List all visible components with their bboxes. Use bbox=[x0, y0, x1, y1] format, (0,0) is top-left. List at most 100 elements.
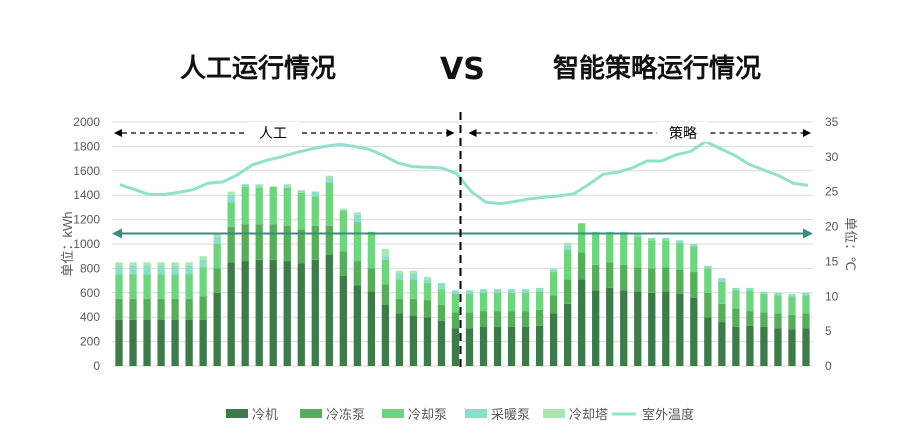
bar-segment-heating_pump bbox=[564, 245, 572, 251]
bar-segment-cw_pump bbox=[157, 274, 165, 299]
bar-segment-chw_pump bbox=[367, 268, 376, 292]
legend-swatch-chiller bbox=[226, 409, 248, 418]
bar-segment-chiller bbox=[521, 326, 530, 366]
bar-segment-chw_pump bbox=[339, 251, 347, 276]
bar-segment-chiller bbox=[353, 285, 361, 366]
bar-segment-cw_pump bbox=[297, 192, 305, 230]
bar-segment-chw_pump bbox=[493, 311, 502, 327]
bar-segment-chiller bbox=[760, 326, 768, 366]
bar-segment-chw_pump bbox=[774, 313, 782, 329]
bar-segment-heating_pump bbox=[802, 292, 810, 296]
bar-segment-chiller bbox=[648, 292, 656, 366]
bar-segment-chw_pump bbox=[227, 226, 235, 263]
bar-segment-cw_pump bbox=[437, 289, 446, 305]
bar-segment-heating_pump bbox=[395, 273, 404, 280]
bar-segment-chiller bbox=[788, 329, 796, 366]
bar-segment-heating_pump bbox=[732, 287, 740, 291]
bar-segment-heating_pump bbox=[129, 265, 137, 275]
bar-segment-cw_pump bbox=[381, 259, 390, 285]
bar-segment-chiller bbox=[465, 328, 474, 366]
manual-span-label: 人工 bbox=[259, 125, 287, 141]
bar-segment-chw_pump bbox=[760, 312, 768, 327]
bar-segment-cw_pump bbox=[255, 187, 263, 225]
bar-segment-cw_pump bbox=[213, 244, 221, 269]
strategy-span-label: 策略 bbox=[669, 125, 697, 141]
strategy-operation-title: 智能策略运行情况 bbox=[553, 54, 762, 84]
bar-segment-chw_pump bbox=[409, 298, 418, 316]
legend-swatch-chw_pump bbox=[300, 409, 322, 418]
bar-segment-chiller bbox=[171, 319, 179, 366]
bar-segment-chiller bbox=[732, 326, 740, 366]
bar-segment-cooling_tower bbox=[171, 262, 179, 266]
bar-segment-heating_pump bbox=[381, 256, 390, 260]
bar-segment-cw_pump bbox=[311, 196, 319, 226]
bar-segment-chiller bbox=[479, 326, 488, 366]
y-tick-label: 0 bbox=[93, 359, 100, 373]
bar-segment-chw_pump bbox=[143, 298, 151, 320]
y2-tick-label: 0 bbox=[825, 359, 832, 373]
bar-segment-chiller bbox=[746, 325, 754, 366]
bar-segment-heating_pump bbox=[143, 265, 151, 275]
bar-segment-heating_pump bbox=[311, 191, 319, 197]
bar-segment-cw_pump bbox=[199, 267, 207, 297]
y-tick-label: 1600 bbox=[73, 164, 100, 178]
bar-segment-chw_pump bbox=[269, 224, 277, 260]
y-tick-label: 600 bbox=[80, 286, 100, 300]
bar-segment-cw_pump bbox=[451, 294, 460, 313]
bar-segment-cooling_tower bbox=[325, 175, 333, 179]
bar-segment-chw_pump bbox=[620, 264, 628, 291]
bar-segment-heating_pump bbox=[115, 265, 123, 275]
bar-segment-chiller bbox=[339, 275, 347, 366]
bar-segment-cw_pump bbox=[353, 222, 361, 262]
bar-segment-heating_pump bbox=[437, 283, 446, 290]
reference-arrow-right bbox=[803, 228, 813, 239]
bar-segment-cw_pump bbox=[283, 187, 291, 226]
y2-tick-label: 35 bbox=[825, 115, 839, 129]
bar-segment-cw_pump bbox=[241, 186, 249, 225]
legend-label-cw_pump: 冷却泵 bbox=[408, 407, 447, 422]
bar-segment-chw_pump bbox=[451, 312, 460, 329]
bar-segment-heating_pump bbox=[774, 292, 782, 296]
bar-segment-chw_pump bbox=[199, 296, 207, 320]
bar-segment-chiller bbox=[185, 319, 193, 366]
y-tick-label: 1800 bbox=[73, 139, 100, 153]
bar-segment-heating_pump bbox=[704, 265, 712, 269]
y2-tick-label: 30 bbox=[825, 150, 839, 164]
bar-segment-chw_pump bbox=[676, 269, 684, 295]
y2-tick-label: 25 bbox=[825, 185, 839, 199]
bar-segment-chiller bbox=[802, 328, 810, 366]
bar-segment-chw_pump bbox=[241, 224, 249, 262]
bar-segment-chiller bbox=[507, 326, 516, 366]
bar-segment-cooling_tower bbox=[157, 262, 165, 266]
versus-label: VS bbox=[440, 52, 485, 87]
bar-segment-chw_pump bbox=[662, 267, 670, 292]
bar-segment-heating_pump bbox=[634, 234, 642, 237]
bar-segment-chiller bbox=[227, 262, 235, 366]
bar-segment-cw_pump bbox=[648, 240, 656, 269]
bar-segment-cw_pump bbox=[143, 274, 151, 299]
bar-segment-chw_pump bbox=[535, 309, 544, 326]
manual-span-arrow-right bbox=[446, 129, 455, 137]
outdoor-temperature-line bbox=[119, 140, 809, 206]
bar-segment-chiller bbox=[549, 313, 558, 366]
manual-operation-title: 人工运行情况 bbox=[180, 54, 337, 84]
bar-segment-heating_pump bbox=[493, 289, 502, 293]
bar-segment-cooling_tower bbox=[549, 268, 558, 270]
bar-segment-chiller bbox=[578, 279, 586, 366]
bar-segment-cw_pump bbox=[732, 290, 740, 309]
bar-segment-cw_pump bbox=[507, 292, 516, 312]
bar-segment-heating_pump bbox=[353, 214, 361, 223]
bar-segment-chw_pump bbox=[185, 298, 193, 320]
y-tick-label: 1000 bbox=[73, 237, 100, 251]
bar-segment-cw_pump bbox=[634, 236, 642, 268]
bar-segment-heating_pump bbox=[479, 289, 488, 293]
bar-segment-chiller bbox=[297, 263, 305, 366]
bar-segment-chw_pump bbox=[718, 303, 726, 323]
bar-segment-heating_pump bbox=[339, 209, 347, 212]
bar-segment-cw_pump bbox=[171, 274, 179, 299]
bar-segment-heating_pump bbox=[213, 236, 221, 244]
bar-segment-cw_pump bbox=[115, 274, 123, 299]
bar-segment-chw_pump bbox=[648, 268, 656, 293]
bar-segment-cw_pump bbox=[129, 274, 137, 299]
bar-segment-chiller bbox=[381, 305, 390, 366]
